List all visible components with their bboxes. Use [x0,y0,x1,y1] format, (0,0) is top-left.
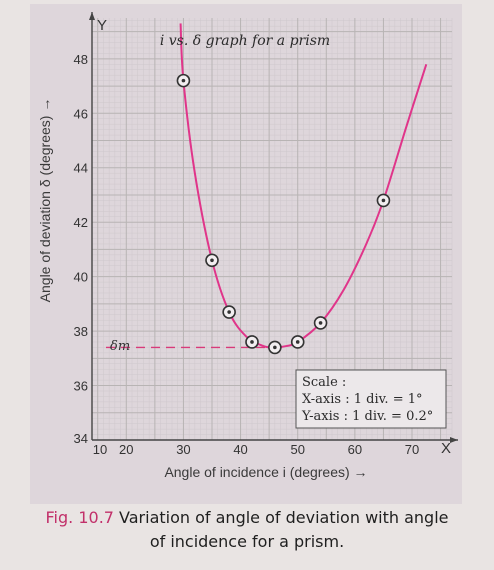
y-tick-labels: 34 36 38 40 42 44 46 48 [74,52,88,446]
data-point [376,193,391,208]
data-point-dot [273,345,277,350]
figure-number: Fig. 10.7 [45,508,114,527]
y-tick-label: 36 [74,379,88,394]
scale-box: Scale : X-axis : 1 div. = 1° Y-axis : 1 … [295,369,447,429]
data-point [268,340,282,355]
y-tick-label: 42 [74,215,88,230]
data-point [205,253,219,268]
data-point-dot [181,78,186,83]
y-axis-label: Angle of deviation δ (degrees) → [37,98,53,303]
y-axis-arrow [89,12,95,20]
y-axis-letter: Y [97,17,107,34]
data-point-dot [295,340,300,344]
figure-caption-line1: Fig. 10.7 Variation of angle of deviatio… [0,508,494,527]
x-tick-label: 40 [233,442,247,457]
y-tick-label: 38 [74,324,88,339]
data-point-dot [227,310,231,314]
x-tick-label: 60 [348,442,362,457]
data-point-dot [318,321,323,325]
data-point-dot [250,340,254,344]
scale-box-x: X-axis : 1 div. = 1° [302,392,423,407]
caption-text-2: of incidence for a prism. [149,532,345,551]
x-tick-label: 50 [290,442,304,457]
y-tick-label: 48 [74,52,88,67]
figure-panel: 10 20 30 40 50 60 70 34 36 38 40 42 44 46 48 i vs. δ … [30,4,462,504]
x-tick-label: 20 [119,442,133,457]
x-tick-labels: 10 20 30 40 50 60 70 [93,442,419,457]
grid-major [92,18,452,441]
y-tick-label: 46 [74,106,88,121]
axes [89,12,458,443]
y-tick-label: 34 [74,431,88,446]
x-axis-letter: X [441,440,451,457]
x-tick-label: 70 [405,442,419,457]
y-tick-label: 44 [74,161,88,176]
chart: 10 20 30 40 50 60 70 34 36 38 40 42 44 46 48 i vs. δ … [37,12,458,480]
x-axis-arrow [450,437,458,443]
caption-text-1: Variation of angle of deviation with ang… [119,508,449,527]
scale-box-y: Y-axis : 1 div. = 0.2° [301,409,433,424]
data-point [290,335,305,349]
data-points [176,73,391,355]
data-point [245,335,259,349]
data-point [222,305,236,319]
scale-box-title: Scale : [302,375,346,390]
data-point-dot [381,198,386,203]
figure-caption-line2: of incidence for a prism. [0,532,494,551]
min-deviation-label: δm [110,339,130,354]
x-axis-label: Angle of incidence i (degrees) → [164,464,367,480]
y-tick-label: 40 [74,270,88,285]
data-point [176,73,191,88]
chart-title: i vs. δ graph for a prism [160,33,330,49]
x-tick-label: 30 [176,442,190,457]
x-tick-label: 10 [93,442,107,457]
data-point [313,316,328,330]
data-point-dot [210,258,214,263]
